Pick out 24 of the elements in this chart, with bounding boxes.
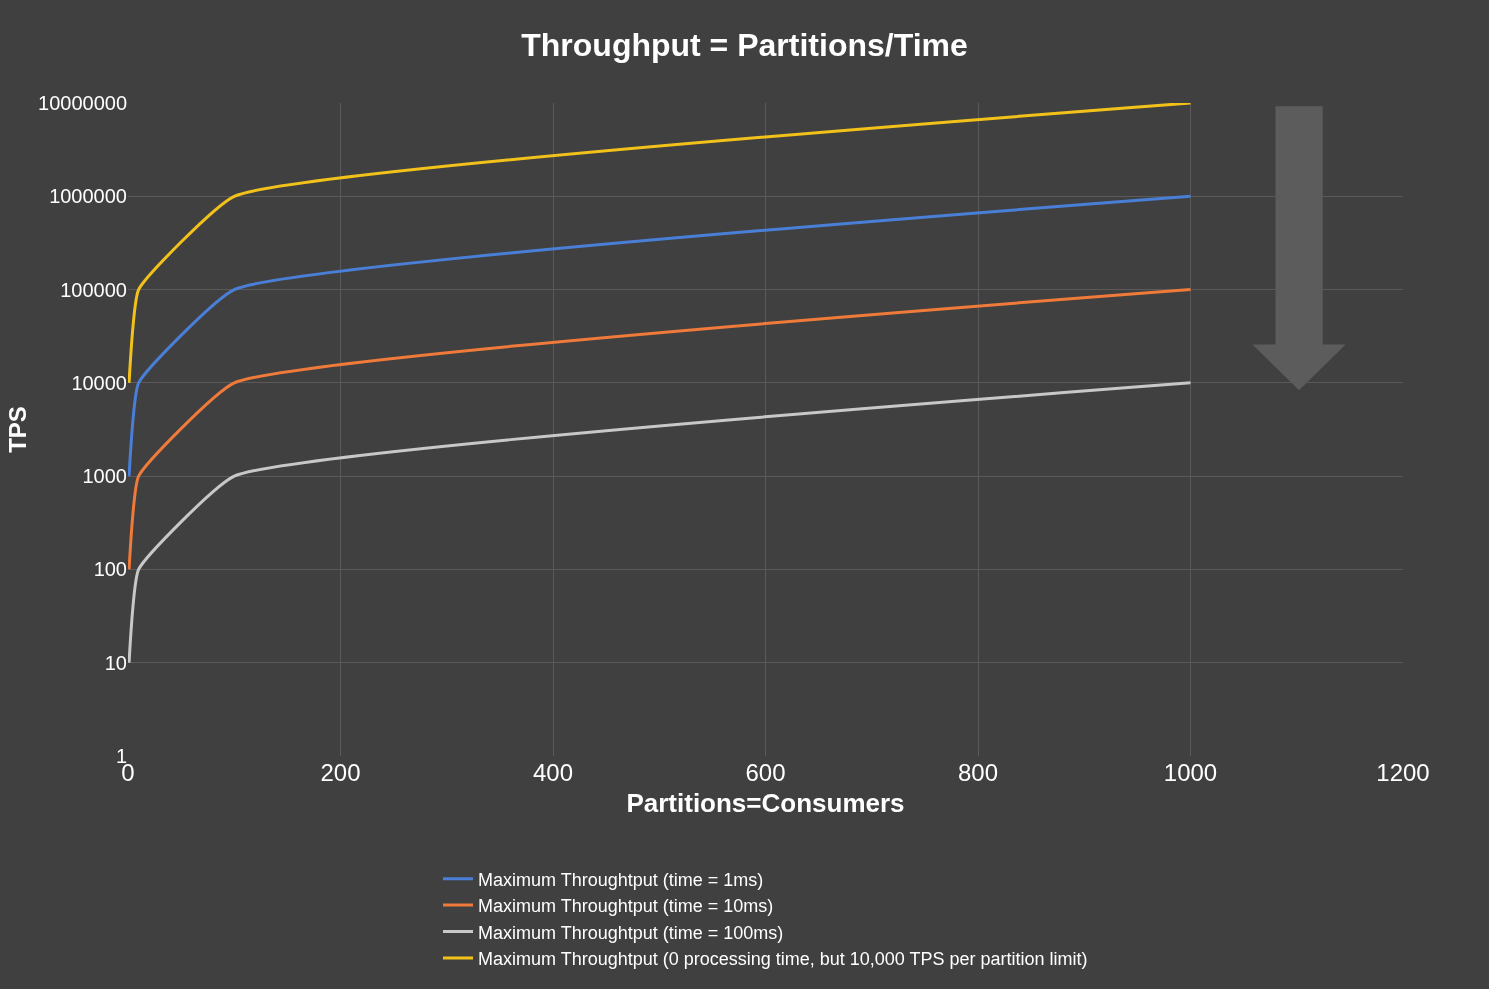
x-tick-label: 1000 (1163, 759, 1218, 786)
line-series (128, 103, 1192, 385)
x-tick-label: 800 (957, 759, 999, 786)
line-series (128, 288, 1192, 571)
y-tick-label: 100 (93, 558, 127, 581)
y-tick-label: 1000 (82, 465, 127, 488)
x-tick-label: 600 (745, 759, 786, 786)
chart-title: Throughput = Partitions/Time (521, 26, 968, 63)
legend-label: Maximum Throughtput (0 processing time, but 10,000 TPS per partition limit) (478, 948, 1088, 969)
y-tick-label: 10000 (71, 371, 127, 394)
y-tick-label: 10000000 (38, 92, 127, 114)
y-tick-label: 100000 (60, 278, 127, 301)
x-tick-label: 200 (320, 759, 361, 786)
y-axis-title: TPS (4, 406, 32, 453)
y-tick-label: 1000000 (49, 185, 127, 208)
line-series (128, 194, 1192, 478)
legend-label: Maximum Throughtput (time = 10ms) (478, 896, 774, 917)
line-series (128, 381, 1192, 665)
legend-label: Maximum Throughtput (time = 1ms) (478, 869, 764, 890)
legend-label: Maximum Throughtput (time = 100ms) (478, 922, 784, 943)
x-tick-label: 1200 (1376, 759, 1430, 786)
x-tick-label: 400 (532, 759, 574, 786)
x-axis-title: Partitions=Consumers (626, 787, 905, 818)
y-tick-label: 10 (104, 651, 127, 674)
